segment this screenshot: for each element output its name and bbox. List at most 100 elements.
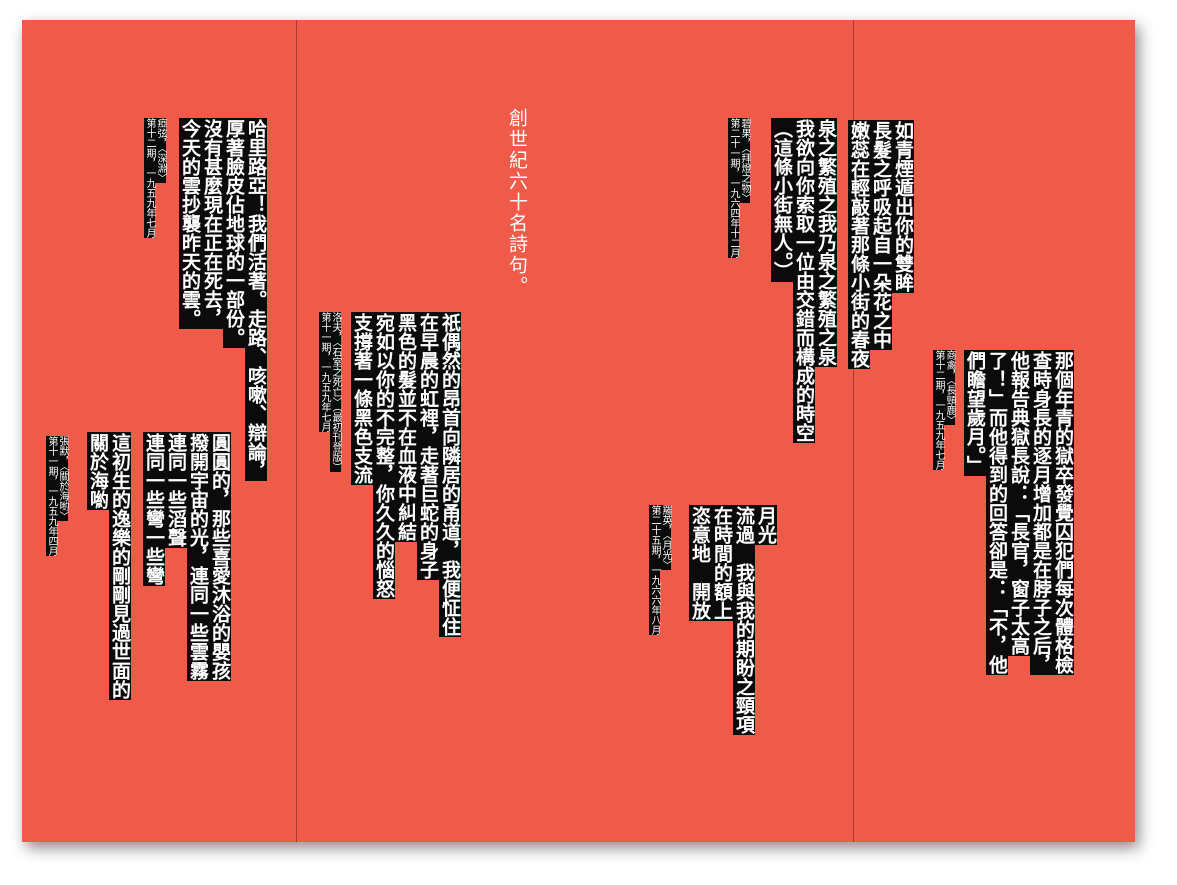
poem-line-text: 那個年青的獄卒發覺囚犯們每次體格檢	[1052, 350, 1074, 675]
poem-line: 長髮之呼吸起自一朵花之中	[870, 120, 892, 369]
credit-text: 瘂弦，〈深淵〉	[155, 118, 166, 183]
poem-line-text: 長髮之呼吸起自一朵花之中	[870, 120, 892, 350]
credit-line: 張默，〈關於海喲〉	[57, 436, 68, 556]
poem-line-text: 了！」而他得到的回答卻是：「不，他	[986, 350, 1008, 675]
credit-text: 第十二期，一九五九年七月	[144, 118, 155, 238]
poem-line-text: 在時間的額上	[711, 505, 733, 621]
poem-line: 查時身長的逐月增加都是在脖子之后，	[1030, 350, 1052, 675]
brochure-panel: 創世紀六十名詩句。 哈里路亞！我們活著。走路、咳嗽、辯論， 厚著臉皮佔地球的一部份…	[22, 20, 1135, 842]
poem-line: 們瞻望歲月。」	[964, 350, 986, 675]
poem-line-text: 關於海喲	[87, 432, 109, 510]
credit-text: 第二十五期，一九六六年八月	[649, 505, 660, 635]
stanza: 如青煙遁出你的雙眸 長髮之呼吸起自一朵花之中 嫩蕊在輕敲著那條小街的春夜	[848, 120, 914, 369]
poem-line: 那個年青的獄卒發覺囚犯們每次體格檢	[1052, 350, 1074, 675]
poem-line-text: 他報告典獄長說：「長官，窗子太高	[1008, 350, 1030, 656]
credit-text: 碧果，〈拜燈之物〉	[739, 118, 750, 203]
credit-text: 第十一期，一九五九年四月	[46, 436, 57, 556]
poem-line-text: （這條小街無人。）	[771, 118, 793, 282]
poem-line: 關於海喲	[87, 432, 109, 700]
poem-line: 月光	[755, 505, 777, 735]
poem-line-text: 黑色的髮並不在血液中糾結	[395, 312, 417, 542]
stanza: 圓圓的，那些喜愛沐浴的嬰孩 撥開宇宙的光，連同一些雲霧 連同一些滔聲 連同一些彎一些彎	[143, 432, 231, 700]
poem-line-text: 支撐著一條黑色支流	[351, 312, 373, 485]
poem-line: 連同一些滔聲	[165, 432, 187, 700]
poem-line-text: 撥開宇宙的光，連同一些雲霧	[187, 432, 209, 681]
poem-line: 撥開宇宙的光，連同一些雲霧	[187, 432, 209, 700]
credit-text: 商禽，〈長頸鹿〉	[944, 350, 955, 425]
poem-line: 厚著臉皮佔地球的一部份。	[223, 118, 245, 481]
poem-line: 哈里路亞！我們活著。走路、咳嗽、辯論，	[245, 118, 267, 481]
poem-line: 祇偶然的昂首向隣居的甬道，我便怔住	[439, 312, 461, 637]
stanza: 哈里路亞！我們活著。走路、咳嗽、辯論， 厚著臉皮佔地球的一部份。 沒有甚麼現在正在死…	[179, 118, 267, 481]
poem-line: 我欲向你索取一位由交錯而構成的時空	[793, 118, 815, 443]
poem-line-text: 如青煙遁出你的雙眸	[892, 120, 914, 293]
credit-text: 第十二期，一九五九年七月	[933, 350, 944, 470]
credit-line: 第十二期，一九五九年七月	[144, 118, 155, 238]
credit-line: 洛夫，〈石室之死亡〉（最初刊登版）	[330, 312, 341, 472]
credit-text: 第二十一期，一九六四年十二月	[728, 118, 739, 258]
poem-line-text: 嫩蕊在輕敲著那條小街的春夜	[848, 120, 870, 369]
credit: 張默，〈關於海喲〉 第十一期，一九五九年四月	[46, 436, 68, 556]
stanza: 泉之繁殖之我乃泉之繁殖之泉 我欲向你索取一位由交錯而構成的時空 （這條小街無人。）	[771, 118, 837, 443]
poem-line-text: 今天的雲抄襲昨天的雲。	[179, 118, 201, 329]
poem-line-text: 月光	[755, 505, 777, 545]
credit: 洛夫，〈石室之死亡〉（最初刊登版） 第十一期，一九五九年七月	[319, 312, 341, 472]
credit-text: 洛夫，〈石室之死亡〉（最初刊登版）	[330, 312, 341, 472]
stanza: 這初生的逸樂的剛剛見過世面的 關於海喲	[87, 432, 131, 700]
poem-line: 恣意地 開放	[689, 505, 711, 735]
credit-line: 第二十五期，一九六六年八月	[649, 505, 660, 635]
poem-line: 他報告典獄長說：「長官，窗子太高	[1008, 350, 1030, 675]
poem-line: 黑色的髮並不在血液中糾結	[395, 312, 417, 637]
poem-line: 嫩蕊在輕敲著那條小街的春夜	[848, 120, 870, 369]
poem-line-text: 這初生的逸樂的剛剛見過世面的	[109, 432, 131, 700]
poem-line: 了！」而他得到的回答卻是：「不，他	[986, 350, 1008, 675]
credit: 瘂弦，〈深淵〉 第十二期，一九五九年七月	[144, 118, 166, 238]
credit: 羅英，〈月光〉 第二十五期，一九六六年八月	[649, 505, 671, 635]
stanza: 那個年青的獄卒發覺囚犯們每次體格檢 查時身長的逐月增加都是在脖子之后， 他報告典獄長…	[964, 350, 1074, 675]
credit: 碧果，〈拜燈之物〉 第二十一期，一九六四年十二月	[728, 118, 750, 258]
poem-line-text: 們瞻望歲月。」	[964, 350, 986, 476]
poem-line-text: 泉之繁殖之我乃泉之繁殖之泉	[815, 118, 837, 367]
poem-line: （這條小街無人。）	[771, 118, 793, 443]
credit-line: 第二十一期，一九六四年十二月	[728, 118, 739, 258]
credit-text: 第十一期，一九五九年七月	[319, 312, 330, 432]
title: 創世紀六十名詩句。	[506, 108, 528, 297]
credit-line: 商禽，〈長頸鹿〉	[944, 350, 955, 470]
poem: 哈里路亞！我們活著。走路、咳嗽、辯論， 厚著臉皮佔地球的一部份。 沒有甚麼現在正在死…	[179, 118, 267, 481]
stanza: 祇偶然的昂首向隣居的甬道，我便怔住 在早晨的虹裡，走著巨蛇的身子 黑色的髮並不在血液…	[351, 312, 461, 637]
poem-line: 泉之繁殖之我乃泉之繁殖之泉	[815, 118, 837, 443]
poem-line: 流過 我與我的期盼之頸項	[733, 505, 755, 735]
poem-line: 連同一些彎一些彎	[143, 432, 165, 700]
poem: 如青煙遁出你的雙眸 長髮之呼吸起自一朵花之中 嫩蕊在輕敲著那條小街的春夜	[848, 120, 914, 369]
credit-line: 碧果，〈拜燈之物〉	[739, 118, 750, 258]
credit: 商禽，〈長頸鹿〉 第十二期，一九五九年七月	[933, 350, 955, 470]
poem-line-text: 在早晨的虹裡，走著巨蛇的身子	[417, 312, 439, 580]
poem-line-text: 查時身長的逐月增加都是在脖子之后，	[1030, 350, 1052, 675]
poem-line: 圓圓的，那些喜愛沐浴的嬰孩	[209, 432, 231, 700]
poem-line-text: 流過 我與我的期盼之頸項	[733, 505, 755, 735]
poem-line-text: 圓圓的，那些喜愛沐浴的嬰孩	[209, 432, 231, 681]
fold-line	[296, 20, 297, 842]
poem-line: 在早晨的虹裡，走著巨蛇的身子	[417, 312, 439, 637]
poem-line-text: 恣意地 開放	[689, 505, 711, 621]
poem-line: 今天的雲抄襲昨天的雲。	[179, 118, 201, 481]
poem-line-text: 我欲向你索取一位由交錯而構成的時空	[793, 118, 815, 443]
poem: 祇偶然的昂首向隣居的甬道，我便怔住 在早晨的虹裡，走著巨蛇的身子 黑色的髮並不在血液…	[351, 312, 461, 637]
poem-line: 宛如以你的不完整，你久久的惱怒	[373, 312, 395, 637]
stanza: 月光 流過 我與我的期盼之頸項 在時間的額上 恣意地 開放	[689, 505, 777, 735]
poem: 圓圓的，那些喜愛沐浴的嬰孩 撥開宇宙的光，連同一些雲霧 連同一些滔聲 連同一些彎一些彎…	[87, 432, 231, 700]
credit-text: 張默，〈關於海喲〉	[57, 436, 68, 521]
poem-line: 如青煙遁出你的雙眸	[892, 120, 914, 369]
credit-line: 羅英，〈月光〉	[660, 505, 671, 635]
poem-line: 在時間的額上	[711, 505, 733, 735]
poem-line-text: 宛如以你的不完整，你久久的惱怒	[373, 312, 395, 599]
credit-text: 羅英，〈月光〉	[660, 505, 671, 570]
poem-line-text: 哈里路亞！我們活著。走路、咳嗽、辯論，	[245, 118, 267, 481]
poem-line-text: 祇偶然的昂首向隣居的甬道，我便怔住	[439, 312, 461, 637]
poem: 月光 流過 我與我的期盼之頸項 在時間的額上 恣意地 開放	[689, 505, 777, 735]
fold-line	[853, 20, 854, 842]
poem-line-text: 沒有甚麼現在正在死去，	[201, 118, 223, 329]
poem-line: 支撐著一條黑色支流	[351, 312, 373, 637]
poem: 泉之繁殖之我乃泉之繁殖之泉 我欲向你索取一位由交錯而構成的時空 （這條小街無人。）	[771, 118, 837, 443]
